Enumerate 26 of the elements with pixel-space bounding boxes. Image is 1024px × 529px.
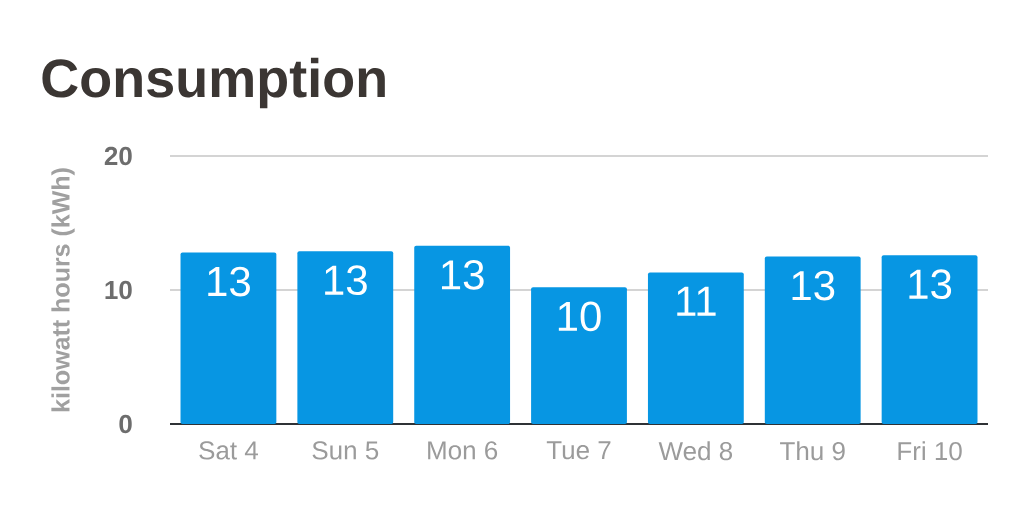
- bar: [881, 255, 978, 424]
- data-label: 13: [792, 270, 835, 301]
- y-tick-label: 20: [104, 146, 132, 166]
- data-label: 13: [325, 265, 367, 296]
- y-axis-title: kilowatt hours (kWh): [51, 168, 75, 412]
- bar: [180, 252, 277, 424]
- bar: [764, 256, 861, 424]
- x-tick-label: Mon 6: [428, 441, 498, 460]
- x-tick-label: Sat 4: [199, 441, 259, 460]
- chart-title: Consumption: [42, 57, 385, 109]
- x-tick-label: Wed 8: [658, 441, 733, 461]
- data-label: 13: [441, 259, 484, 290]
- data-label: 13: [909, 269, 952, 300]
- y-tick-label: 0: [119, 414, 132, 434]
- x-tick-label: Fri 10: [898, 441, 962, 461]
- bar: [297, 251, 394, 424]
- x-tick-label: Tue 7: [546, 441, 611, 460]
- data-label: 10: [558, 301, 601, 332]
- bar: [647, 272, 744, 424]
- bar: [414, 245, 511, 424]
- data-label: 13: [208, 266, 250, 297]
- y-tick-label: 10: [105, 280, 132, 300]
- x-tick-label: Thu 9: [780, 441, 845, 461]
- data-label: 11: [677, 286, 716, 316]
- bar: [531, 287, 627, 424]
- x-tick-label: Sun 5: [312, 441, 379, 460]
